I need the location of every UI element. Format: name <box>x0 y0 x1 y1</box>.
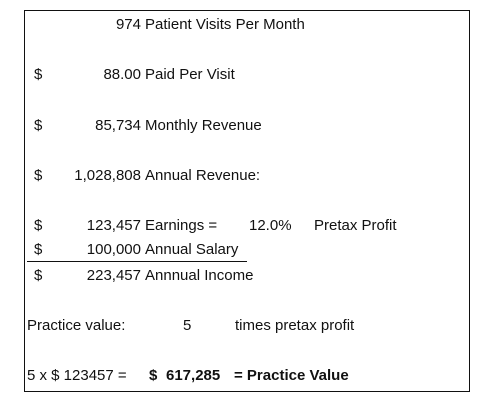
formula-label: = Practice Value <box>234 367 349 384</box>
annual-currency: $ <box>34 167 43 184</box>
salary-label: Annual Salary <box>145 241 239 258</box>
salary-number: 100,000 <box>86 241 141 258</box>
visits-label: Patient Visits Per Month <box>145 16 305 33</box>
earnings-note: Pretax Profit <box>314 217 397 234</box>
salary-currency: $ <box>34 241 43 258</box>
sum-rule <box>27 261 247 262</box>
earnings-number: 123,457 <box>86 217 141 234</box>
annual-number: 1,028,808 <box>74 167 141 184</box>
earnings-currency: $ <box>34 217 43 234</box>
practice-note: times pretax profit <box>235 317 355 334</box>
visits-number: 974 <box>115 16 141 33</box>
earnings-percent: 12.0% <box>249 217 292 234</box>
formula-expression: 5 x $ 123457 = <box>27 367 127 384</box>
monthly-number: 85,734 <box>95 117 141 134</box>
income-label: Annnual Income <box>145 267 254 284</box>
earnings-label: Earnings = <box>145 217 218 234</box>
practice-label: Practice value: <box>27 317 126 334</box>
paid-label: Paid Per Visit <box>145 66 235 83</box>
annual-label: Annual Revenue: <box>145 167 261 184</box>
formula-value: 617,285 <box>166 367 221 384</box>
practice-multiplier: 5 <box>183 317 192 334</box>
formula-currency: $ <box>149 367 158 384</box>
monthly-label: Monthly Revenue <box>145 117 262 134</box>
practice-value-worksheet: 974 Patient Visits Per Month $ 88.00 Pai… <box>24 10 470 392</box>
monthly-currency: $ <box>34 117 43 134</box>
income-currency: $ <box>34 267 43 284</box>
paid-number: 88.00 <box>103 66 141 83</box>
paid-currency: $ <box>34 66 43 83</box>
income-number: 223,457 <box>86 267 141 284</box>
